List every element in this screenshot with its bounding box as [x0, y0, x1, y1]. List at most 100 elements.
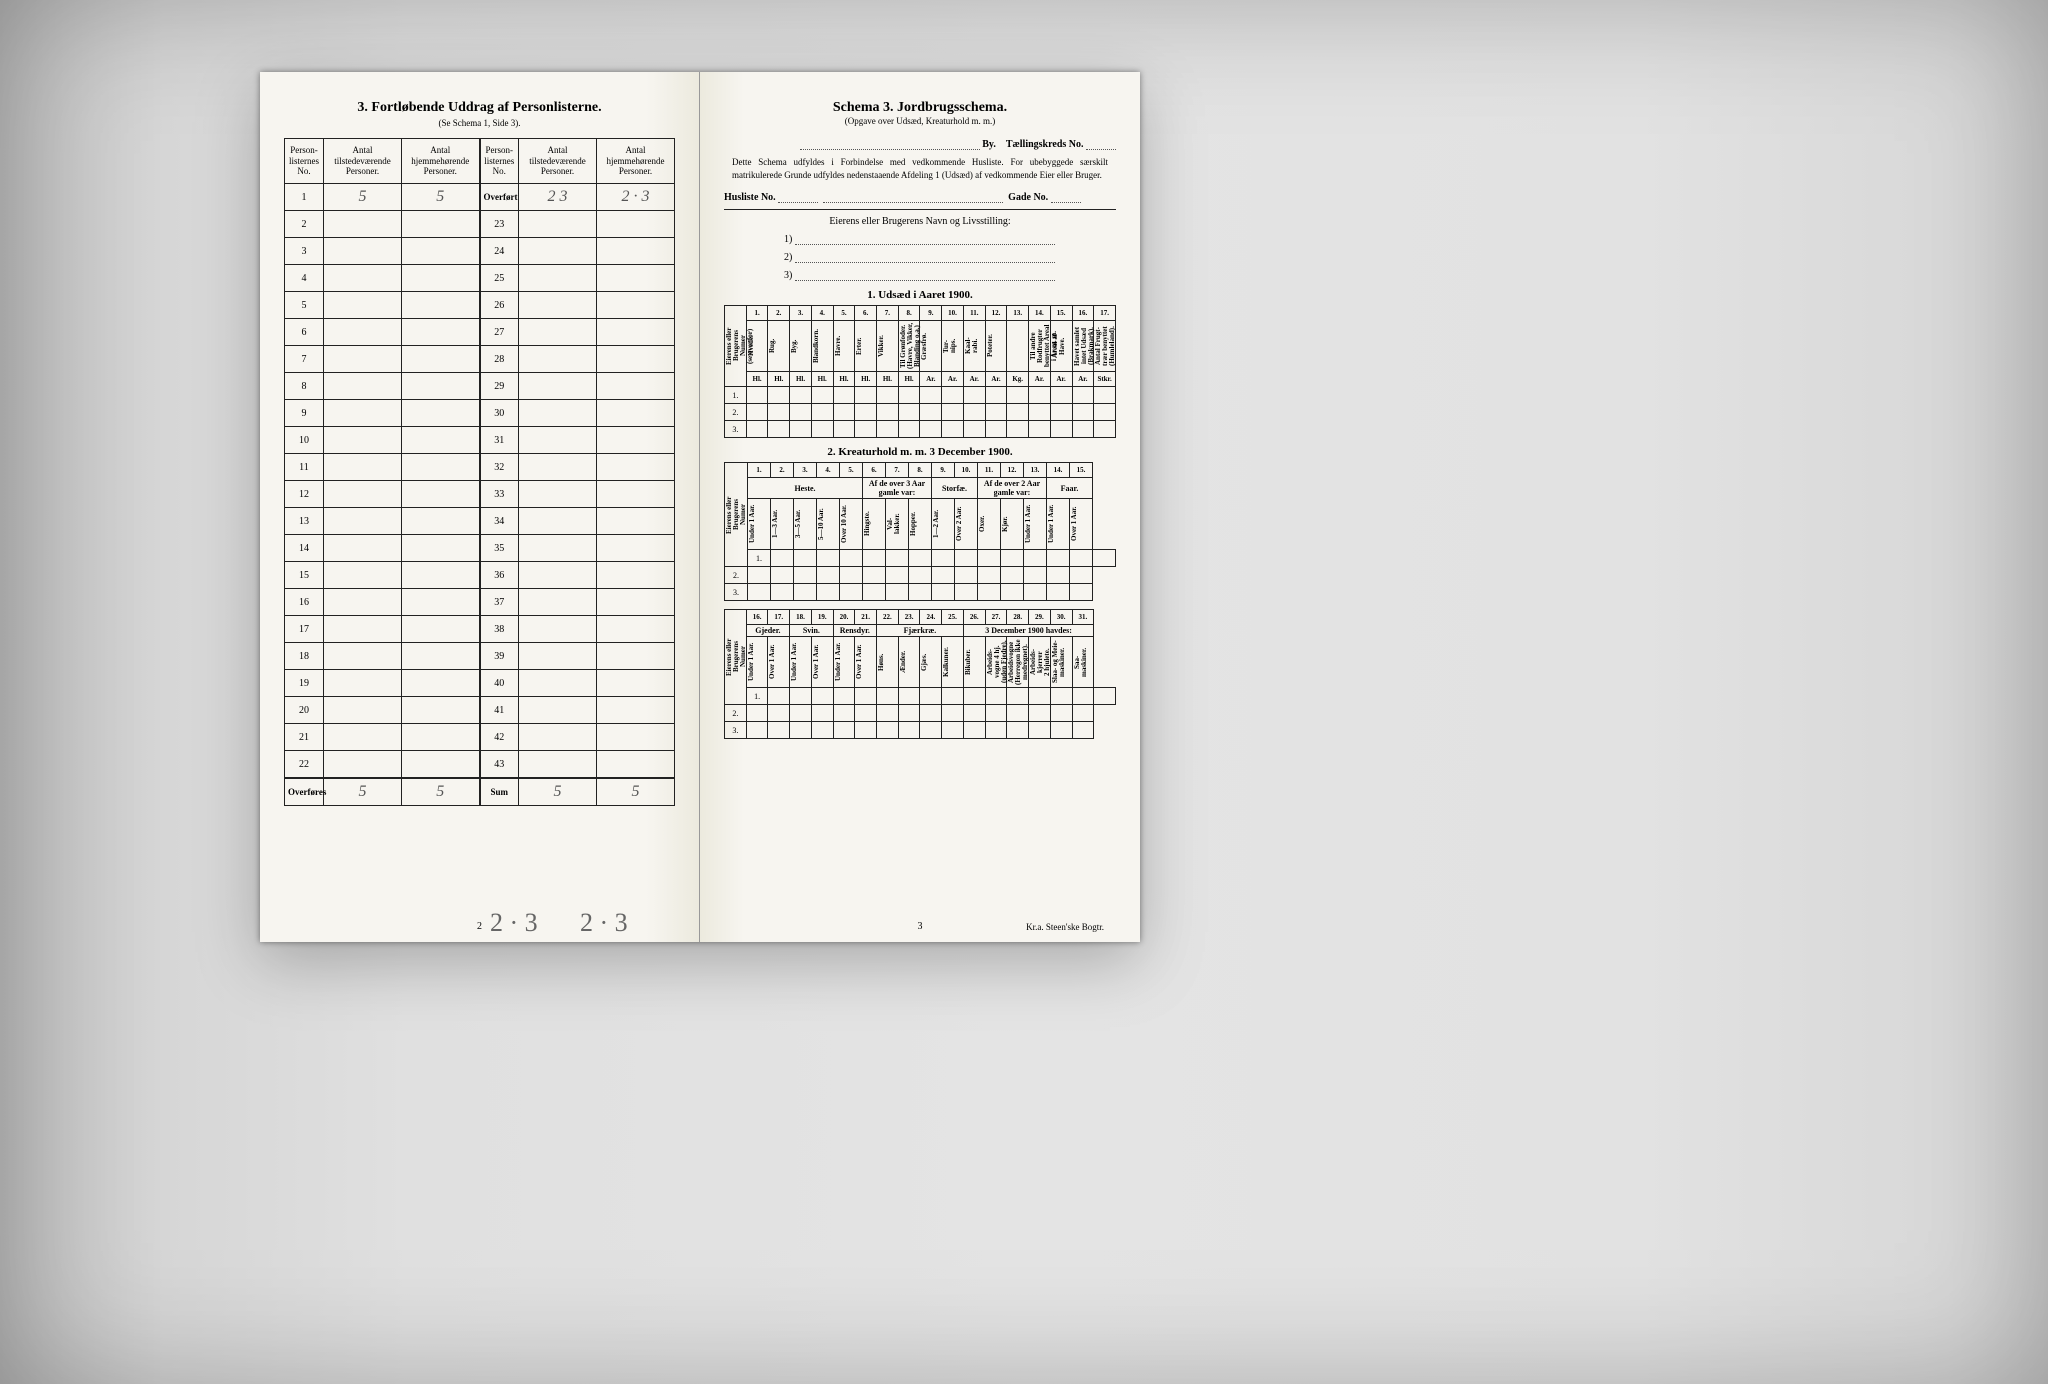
data-cell: [790, 688, 812, 705]
ledger-cell: [402, 616, 480, 643]
col-num: 13.: [1007, 306, 1029, 321]
th-col6: Antal hjemmehørende Personer.: [597, 139, 675, 184]
by-line: By. Tællingskreds No.: [724, 138, 1116, 150]
col-header: Over 1 Aar.: [855, 637, 877, 688]
ledger-cell: 11: [285, 454, 324, 481]
data-cell: [811, 705, 833, 722]
margin-note-b: 2 · 3: [580, 908, 628, 938]
data-cell: [886, 550, 909, 567]
ledger-cell: [597, 265, 675, 292]
ledger-cell: 41: [480, 697, 519, 724]
ledger-cell: [519, 724, 597, 751]
col-header: 1—2 Aar.: [932, 499, 955, 550]
ledger-cell: [402, 697, 480, 724]
row-number: 1.: [725, 387, 747, 404]
data-cell: [1029, 688, 1051, 705]
data-cell: [768, 722, 790, 739]
ledger-row: 223: [285, 211, 675, 238]
ledger-cell: [597, 319, 675, 346]
col-header: Arbeids-kjerrer2 hjulete.: [1029, 637, 1051, 688]
ledger-cell: 28: [480, 346, 519, 373]
ledger-cell: 2 · 3: [597, 184, 675, 211]
right-title: Schema 3. Jordbrugsschema.: [724, 100, 1116, 116]
col-num: 21.: [855, 610, 877, 625]
data-cell: [1007, 421, 1029, 438]
gade-label: Gade No.: [1008, 192, 1048, 203]
ledger-row: 1031: [285, 427, 675, 454]
col-num: 14.: [1047, 463, 1070, 478]
left-subtitle: (Se Schema 1, Side 3).: [284, 118, 675, 128]
ledger-cell: [519, 535, 597, 562]
ledger-row: 1940: [285, 670, 675, 697]
col-header: Til andre Rodfrugterbenyttet Areali Ar m…: [1029, 321, 1051, 372]
ledger-cell: [324, 508, 402, 535]
ledger-row: 2041: [285, 697, 675, 724]
data-cell: [855, 688, 877, 705]
ledger-cell: [597, 454, 675, 481]
data-cell: [1007, 404, 1029, 421]
ledger-row: 627: [285, 319, 675, 346]
data-cell: [1001, 550, 1024, 567]
col-num: 31.: [1072, 610, 1094, 625]
husliste-line: Husliste No. Gade No.: [724, 191, 1116, 203]
col-num: 2.: [768, 306, 790, 321]
ledger-cell: [597, 643, 675, 670]
group-header: Faar.: [1047, 478, 1093, 499]
col-header: Under 1 Aar.: [1047, 499, 1070, 550]
ledger-cell: [402, 562, 480, 589]
ledger-cell: [402, 454, 480, 481]
col-num: 5.: [833, 306, 855, 321]
data-cell: [1001, 567, 1024, 584]
col-num: 19.: [811, 610, 833, 625]
col-header: Arbeidsvogne(Herregon ikkemedregnet).: [1007, 637, 1029, 688]
data-cell: [898, 404, 920, 421]
th-col2: Antal tilstedeværende Personer.: [324, 139, 402, 184]
person-ledger-table: Person- listernes No. Antal tilstedevære…: [284, 138, 675, 806]
ledger-cell: [597, 670, 675, 697]
data-cell: [898, 722, 920, 739]
data-cell: [1029, 421, 1051, 438]
ledger-cell: 33: [480, 481, 519, 508]
col-header: Ænder.: [898, 637, 920, 688]
ledger-cell: 5: [324, 184, 402, 211]
col-num: 2.: [771, 463, 794, 478]
ledger-cell: [519, 400, 597, 427]
col-header: Kjør.: [1001, 499, 1024, 550]
ledger-row: 2243: [285, 751, 675, 779]
col-num: 9.: [920, 306, 942, 321]
data-cell: [811, 404, 833, 421]
ledger-cell: 8: [285, 373, 324, 400]
section2-title: 2. Kreaturhold m. m. 3 December 1900.: [724, 446, 1116, 458]
col-header: Tur-nips.: [942, 321, 964, 372]
unit-header: Ar.: [920, 372, 942, 387]
ledger-cell: [519, 427, 597, 454]
ledger-cell: [324, 670, 402, 697]
data-cell: [955, 584, 978, 601]
col-header: Til Grønfoder.(Havre, Vikker,Blanding o.…: [898, 321, 920, 372]
col-header: [1007, 321, 1029, 372]
ledger-cell: [597, 697, 675, 724]
ledger-cell: 17: [285, 616, 324, 643]
ledger-cell: [519, 643, 597, 670]
data-cell: [817, 584, 840, 601]
ledger-cell: 15: [285, 562, 324, 589]
data-cell: [1050, 387, 1072, 404]
left-page: 3. Fortløbende Uddrag af Personlisterne.…: [260, 72, 700, 942]
data-cell: [978, 584, 1001, 601]
ledger-cell: 2 3: [519, 184, 597, 211]
col-num: 24.: [920, 610, 942, 625]
col-num: 16.: [1072, 306, 1094, 321]
col-num: 7.: [877, 306, 899, 321]
section1-table: Eierens ellerBrugerens Numer(se ovenfor)…: [724, 305, 1116, 438]
data-cell: [898, 688, 920, 705]
data-cell: [771, 550, 794, 567]
ledger-cell: [402, 265, 480, 292]
col-num: 5.: [840, 463, 863, 478]
data-cell: [768, 404, 790, 421]
title-main: Fortløbende Uddrag af Personlisterne.: [371, 100, 601, 115]
data-cell: [985, 722, 1007, 739]
data-cell: [746, 421, 768, 438]
row-number: 3.: [725, 584, 748, 601]
col-header: Havet samletintet Udsæd(Brakmark).: [1072, 321, 1094, 372]
ledger-cell: 12: [285, 481, 324, 508]
